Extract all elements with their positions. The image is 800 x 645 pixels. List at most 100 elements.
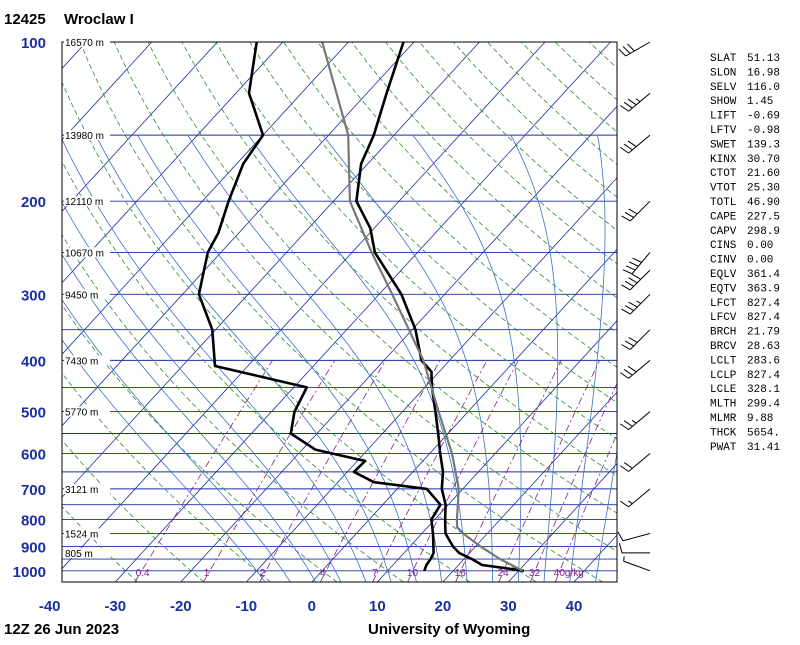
- height-label: 805 m: [65, 549, 93, 560]
- pressure-tick-label: 900: [21, 540, 46, 557]
- temperature-tick-label: 0: [308, 598, 316, 615]
- index-value: 16.98: [747, 67, 780, 79]
- index-key: LCLT: [710, 355, 737, 367]
- index-key: EQLV: [710, 269, 737, 281]
- index-value: 299.4: [747, 399, 780, 411]
- pressure-tick-label: 800: [21, 513, 46, 530]
- pressure-tick-label: 300: [21, 287, 46, 304]
- index-value: 283.6: [747, 355, 780, 367]
- mixing-ratio-label: 24: [498, 568, 510, 579]
- moist-adiabat-line: [323, 135, 493, 582]
- pressure-tick-label: 100: [21, 35, 46, 52]
- profile-group: [199, 42, 524, 571]
- index-key: SHOW: [710, 96, 737, 108]
- index-key: SWET: [710, 139, 737, 151]
- temperature-tick-label: -20: [170, 598, 192, 615]
- wind-barb: [620, 453, 650, 471]
- pressure-tick-label: 1000: [13, 564, 46, 581]
- index-key: EQTV: [710, 283, 737, 295]
- dry-adiabat-line: [691, 42, 800, 582]
- pressure-tick-label: 200: [21, 194, 46, 211]
- dry-adiabat-line: [0, 42, 138, 582]
- station-id: 12425: [4, 11, 46, 28]
- isotherm-line: [0, 42, 86, 582]
- mixing-ratio-line: [499, 360, 600, 582]
- wind-barb: [620, 412, 650, 430]
- index-value: 31.41: [747, 442, 780, 454]
- index-value: 827.4: [747, 370, 780, 382]
- wind-barb: [620, 135, 650, 153]
- dry-adiabat-line: [793, 42, 800, 582]
- mixing-ratio-label: 4: [320, 568, 326, 579]
- wind-barb: [619, 42, 650, 56]
- mixing-ratio-label: 10: [407, 568, 419, 579]
- temperature-tick-label: -30: [104, 598, 126, 615]
- wind-barb: [620, 489, 650, 507]
- index-value: 227.5: [747, 211, 780, 223]
- station-name: Wroclaw I: [64, 11, 134, 28]
- moist-adiabat-line: [596, 135, 665, 582]
- dry-adiabat-line: [0, 42, 403, 582]
- wind-barb: [620, 93, 650, 111]
- index-value: 827.4: [747, 298, 780, 310]
- mixing-ratio-label: 40g/kg: [554, 568, 584, 579]
- temperature-tick-label: -10: [235, 598, 257, 615]
- wind-barb: [622, 270, 650, 290]
- temperature-tick-label: 30: [500, 598, 517, 615]
- mixing-ratio-line: [135, 360, 273, 582]
- index-key: SELV: [710, 82, 737, 94]
- dry-adiabat-line: [0, 42, 271, 582]
- dry-adiabat-line: [0, 42, 204, 582]
- dry-adiabat-line: [386, 42, 800, 582]
- index-key: LCLE: [710, 384, 737, 396]
- mixing-ratio-line: [260, 360, 386, 582]
- index-key: KINX: [710, 154, 737, 166]
- index-key: TOTL: [710, 197, 736, 209]
- index-value: 827.4: [747, 312, 780, 324]
- mixing-ratio-label: 0.4: [136, 568, 150, 579]
- wind-barb: [622, 294, 650, 314]
- index-key: LFCV: [710, 312, 737, 324]
- index-key: LFCT: [710, 298, 737, 310]
- mixing-ratio-label: 2: [260, 568, 266, 579]
- index-value: 5654.: [747, 427, 780, 439]
- dry-adiabat-line: [148, 42, 736, 582]
- isotherm-line: [377, 42, 800, 582]
- index-value: 9.88: [747, 413, 773, 425]
- index-key: MLTH: [710, 399, 736, 411]
- index-value: 139.3: [747, 139, 780, 151]
- isotherm-line: [50, 42, 545, 582]
- mixing-ratio-line: [408, 360, 519, 582]
- index-key: CAPV: [710, 226, 737, 238]
- index-key: CAPE: [710, 211, 737, 223]
- index-value: 0.00: [747, 240, 773, 252]
- mixing-ratio-line: [456, 360, 562, 582]
- index-key: MLMR: [710, 413, 737, 425]
- height-label: 3121 m: [65, 485, 98, 496]
- height-label: 16570 m: [65, 38, 104, 49]
- wind-barb: [619, 543, 650, 553]
- index-key: LIFT: [710, 111, 737, 123]
- index-value: -0.69: [747, 111, 780, 123]
- height-label: 12110 m: [65, 197, 103, 208]
- wind-barb: [623, 252, 650, 273]
- index-value: 30.70: [747, 154, 780, 166]
- footer-time: 12Z 26 Jun 2023: [4, 621, 119, 638]
- height-label: 13980 m: [65, 131, 104, 142]
- pressure-tick-label: 400: [21, 353, 46, 370]
- wind-barb: [624, 556, 650, 571]
- mixing-ratio-label: 1: [204, 568, 210, 579]
- wind-barb: [618, 532, 650, 541]
- isotherm-line: [0, 42, 152, 582]
- index-value: -0.98: [747, 125, 780, 137]
- index-key: CINS: [710, 240, 737, 252]
- moist-adiabat-line: [2, 135, 316, 582]
- temperature-tick-label: 20: [435, 598, 452, 615]
- index-value: 21.79: [747, 327, 780, 339]
- temperature-tick-label: 40: [566, 598, 583, 615]
- height-label: 7430 m: [65, 356, 98, 367]
- isotherm-line: [0, 42, 348, 582]
